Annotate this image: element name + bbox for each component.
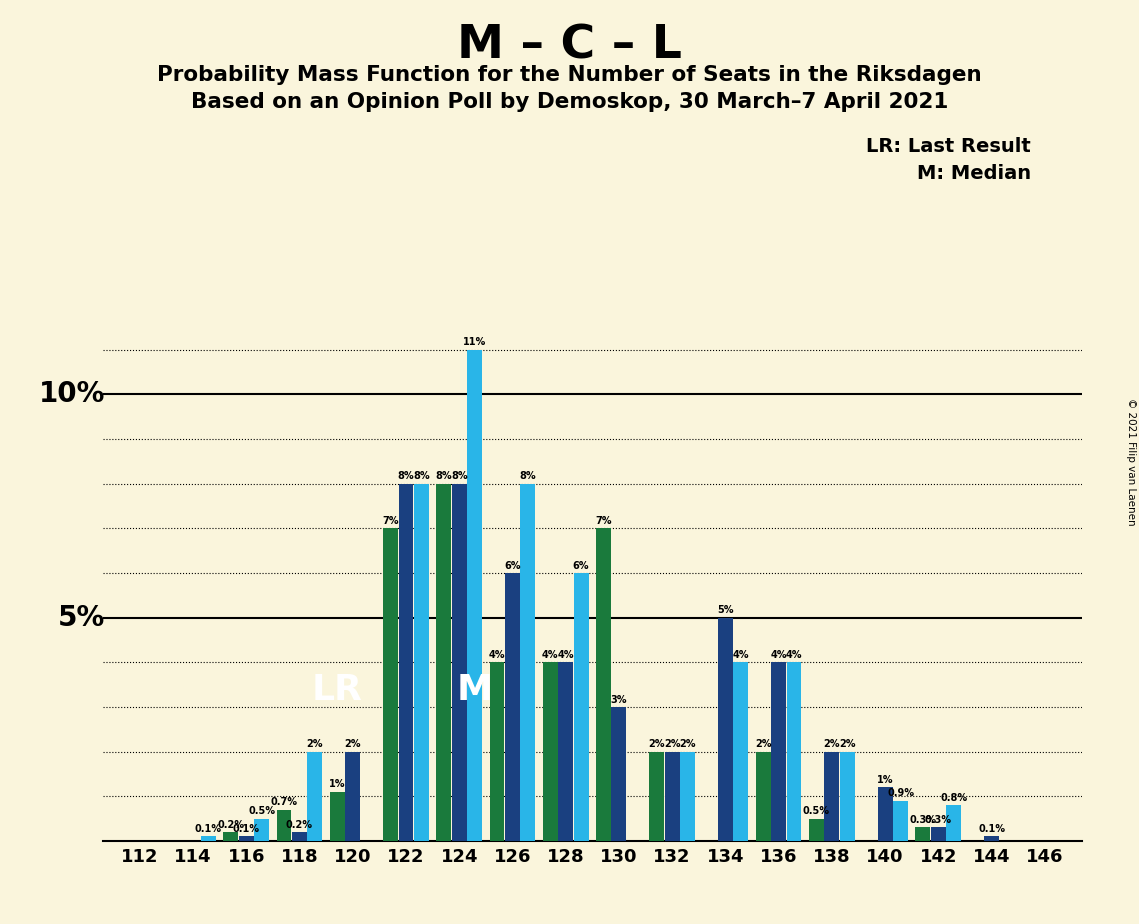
Bar: [649, 751, 664, 841]
Text: 0.3%: 0.3%: [925, 815, 952, 825]
Bar: [680, 751, 695, 841]
Bar: [931, 828, 945, 841]
Text: 2%: 2%: [823, 739, 841, 749]
Text: M: Median: M: Median: [917, 164, 1031, 183]
Text: 8%: 8%: [519, 471, 536, 481]
Text: 0.1%: 0.1%: [232, 824, 260, 834]
Bar: [825, 751, 839, 841]
Bar: [596, 529, 611, 841]
Text: 7%: 7%: [383, 516, 399, 526]
Text: © 2021 Filip van Laenen: © 2021 Filip van Laenen: [1126, 398, 1136, 526]
Text: 0.5%: 0.5%: [248, 807, 276, 816]
Text: 5%: 5%: [718, 605, 734, 615]
Bar: [878, 787, 893, 841]
Text: 8%: 8%: [413, 471, 429, 481]
Bar: [521, 483, 535, 841]
Bar: [809, 819, 823, 841]
Bar: [893, 800, 908, 841]
Bar: [254, 819, 269, 841]
Text: 8%: 8%: [398, 471, 415, 481]
Text: 0.1%: 0.1%: [195, 824, 222, 834]
Bar: [916, 828, 931, 841]
Text: 2%: 2%: [839, 739, 855, 749]
Bar: [558, 663, 573, 841]
Text: 2%: 2%: [755, 739, 771, 749]
Bar: [345, 751, 360, 841]
Bar: [505, 573, 519, 841]
Text: 7%: 7%: [596, 516, 612, 526]
Text: 2%: 2%: [679, 739, 696, 749]
Text: 6%: 6%: [573, 561, 589, 571]
Text: 6%: 6%: [505, 561, 521, 571]
Bar: [239, 836, 254, 841]
Text: Probability Mass Function for the Number of Seats in the Riksdagen: Probability Mass Function for the Number…: [157, 65, 982, 85]
Bar: [467, 349, 482, 841]
Text: 11%: 11%: [464, 337, 486, 347]
Bar: [947, 805, 961, 841]
Text: 2%: 2%: [306, 739, 323, 749]
Bar: [574, 573, 589, 841]
Text: 3%: 3%: [611, 695, 628, 705]
Text: 2%: 2%: [648, 739, 665, 749]
Bar: [771, 663, 786, 841]
Bar: [452, 483, 467, 841]
Text: 2%: 2%: [344, 739, 361, 749]
Bar: [399, 483, 413, 841]
Text: 1%: 1%: [877, 775, 893, 785]
Text: 4%: 4%: [770, 650, 787, 660]
Text: 4%: 4%: [542, 650, 558, 660]
Text: 4%: 4%: [557, 650, 574, 660]
Text: 0.1%: 0.1%: [978, 824, 1005, 834]
Text: LR: LR: [312, 673, 362, 707]
Bar: [436, 483, 451, 841]
Text: M: M: [457, 673, 493, 707]
Bar: [718, 617, 732, 841]
Text: 8%: 8%: [451, 471, 467, 481]
Text: 0.5%: 0.5%: [803, 807, 830, 816]
Bar: [200, 836, 216, 841]
Bar: [612, 707, 626, 841]
Text: 10%: 10%: [39, 381, 105, 408]
Text: 4%: 4%: [489, 650, 506, 660]
Text: 5%: 5%: [58, 603, 105, 631]
Bar: [984, 836, 999, 841]
Text: 0.7%: 0.7%: [271, 797, 297, 808]
Bar: [413, 483, 429, 841]
Bar: [787, 663, 802, 841]
Bar: [292, 832, 306, 841]
Text: LR: Last Result: LR: Last Result: [866, 137, 1031, 156]
Text: 2%: 2%: [664, 739, 680, 749]
Text: 0.9%: 0.9%: [887, 788, 913, 798]
Text: 4%: 4%: [786, 650, 802, 660]
Text: M – C – L: M – C – L: [457, 23, 682, 68]
Bar: [330, 792, 345, 841]
Bar: [734, 663, 748, 841]
Text: 0.2%: 0.2%: [218, 820, 244, 830]
Text: 0.8%: 0.8%: [940, 793, 967, 803]
Bar: [490, 663, 505, 841]
Text: 0.3%: 0.3%: [909, 815, 936, 825]
Bar: [839, 751, 854, 841]
Bar: [308, 751, 322, 841]
Text: 1%: 1%: [329, 780, 345, 789]
Text: 4%: 4%: [732, 650, 749, 660]
Bar: [755, 751, 771, 841]
Bar: [223, 832, 238, 841]
Bar: [383, 529, 398, 841]
Bar: [543, 663, 558, 841]
Text: Based on an Opinion Poll by Demoskop, 30 March–7 April 2021: Based on an Opinion Poll by Demoskop, 30…: [191, 92, 948, 113]
Text: 8%: 8%: [435, 471, 452, 481]
Text: 0.2%: 0.2%: [286, 820, 313, 830]
Bar: [277, 809, 292, 841]
Bar: [665, 751, 680, 841]
